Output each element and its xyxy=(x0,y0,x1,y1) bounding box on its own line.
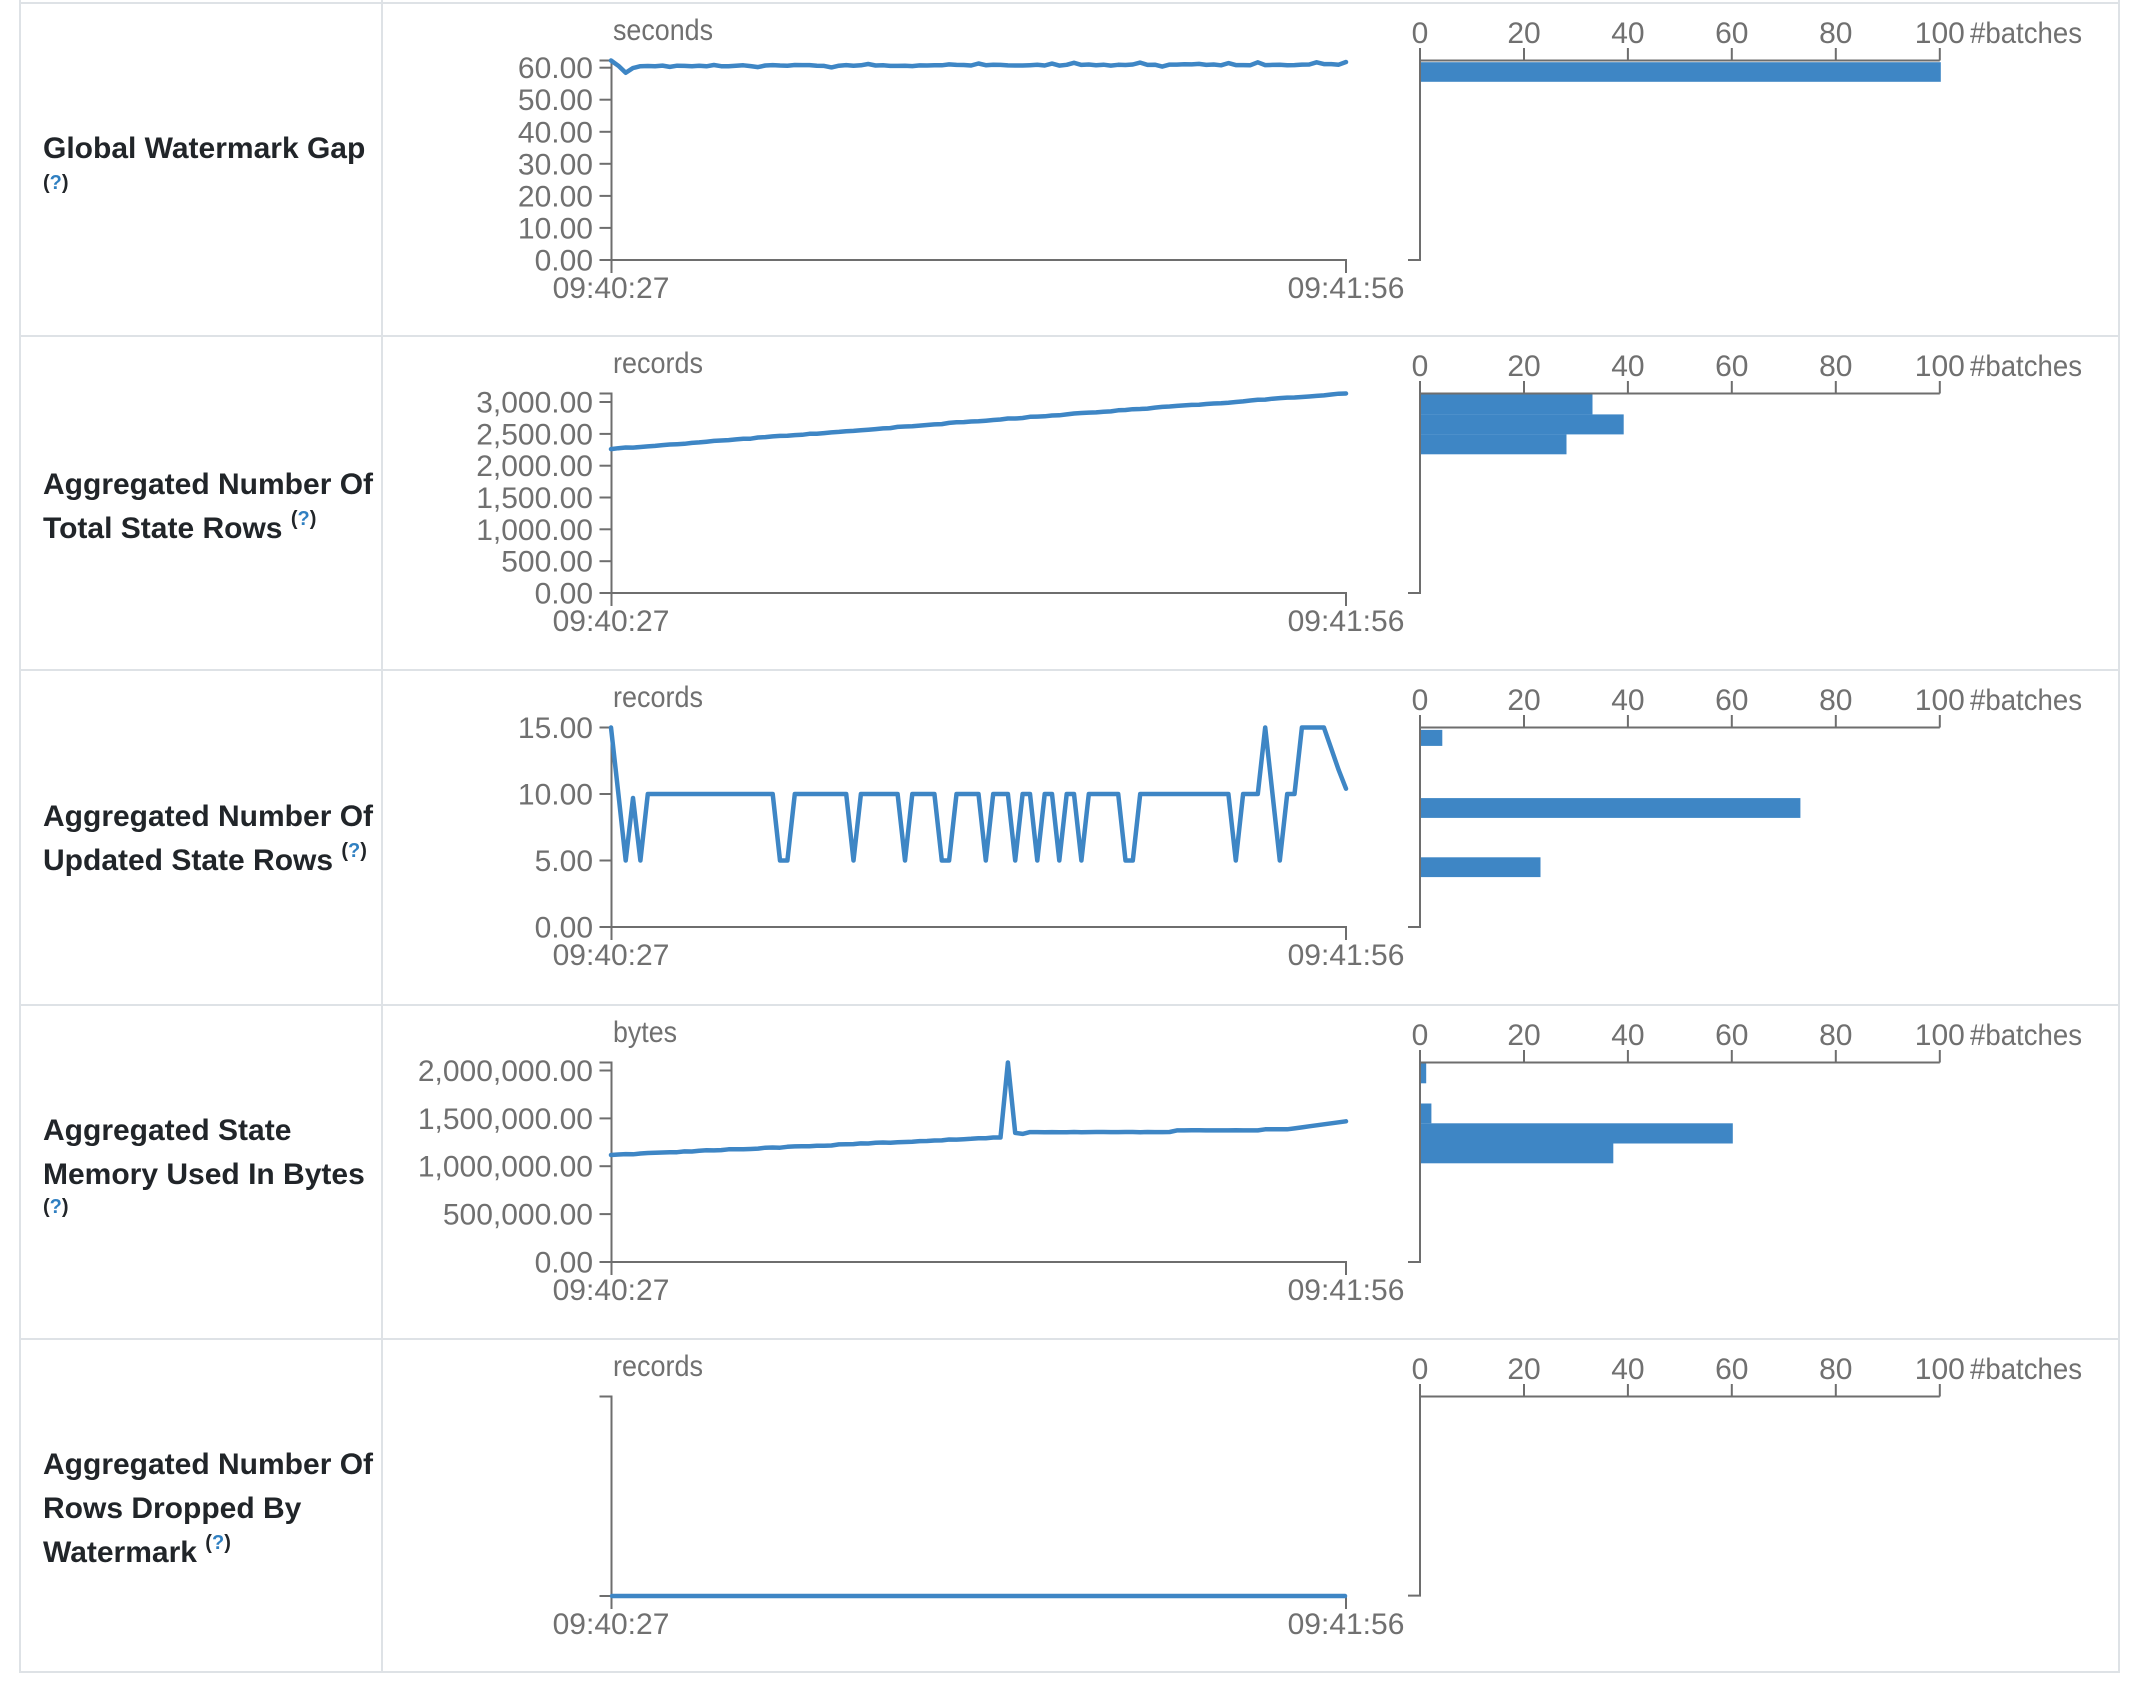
svg-text:#batches: #batches xyxy=(1970,1353,2082,1386)
svg-text:60: 60 xyxy=(1715,350,1748,383)
svg-text:#batches: #batches xyxy=(1970,1019,2082,1052)
svg-text:0.00: 0.00 xyxy=(535,245,593,278)
svg-text:2,000,000.00: 2,000,000.00 xyxy=(418,1055,593,1088)
svg-text:#batches: #batches xyxy=(1970,684,2082,717)
svg-text:10.00: 10.00 xyxy=(518,779,593,812)
svg-text:40: 40 xyxy=(1611,1019,1644,1052)
svg-text:60: 60 xyxy=(1715,17,1748,50)
svg-text:2,000.00: 2,000.00 xyxy=(476,450,593,483)
svg-text:records: records xyxy=(613,1350,703,1383)
svg-text:0: 0 xyxy=(1412,350,1429,383)
svg-text:80: 80 xyxy=(1819,350,1852,383)
svg-text:60: 60 xyxy=(1715,1019,1748,1052)
svg-text:20: 20 xyxy=(1507,1353,1540,1386)
svg-text:500.00: 500.00 xyxy=(501,546,593,579)
svg-text:09:40:27: 09:40:27 xyxy=(553,939,670,972)
svg-text:60: 60 xyxy=(1715,1353,1748,1386)
svg-text:09:40:27: 09:40:27 xyxy=(553,1608,670,1641)
svg-text:0.00: 0.00 xyxy=(535,912,593,945)
svg-text:100: 100 xyxy=(1915,684,1965,717)
svg-text:100: 100 xyxy=(1915,1019,1965,1052)
svg-text:#batches: #batches xyxy=(1970,17,2082,50)
svg-text:bytes: bytes xyxy=(613,1016,677,1049)
svg-text:records: records xyxy=(613,681,703,714)
svg-text:09:41:56: 09:41:56 xyxy=(1288,1608,1405,1641)
svg-text:50.00: 50.00 xyxy=(518,84,593,117)
svg-text:40: 40 xyxy=(1611,350,1644,383)
svg-text:09:41:56: 09:41:56 xyxy=(1288,939,1405,972)
svg-text:1,500,000.00: 1,500,000.00 xyxy=(418,1102,593,1135)
svg-text:#batches: #batches xyxy=(1970,350,2082,383)
svg-text:20: 20 xyxy=(1507,350,1540,383)
svg-text:09:40:27: 09:40:27 xyxy=(553,1274,670,1307)
svg-text:100: 100 xyxy=(1915,17,1965,50)
svg-text:100: 100 xyxy=(1915,1353,1965,1386)
svg-text:1,500.00: 1,500.00 xyxy=(476,482,593,515)
svg-text:0: 0 xyxy=(1412,17,1429,50)
svg-text:80: 80 xyxy=(1819,684,1852,717)
svg-text:records: records xyxy=(613,347,703,380)
svg-text:0: 0 xyxy=(1412,1353,1429,1386)
svg-text:500,000.00: 500,000.00 xyxy=(443,1198,593,1231)
svg-text:100: 100 xyxy=(1915,350,1965,383)
svg-text:60: 60 xyxy=(1715,684,1748,717)
svg-text:80: 80 xyxy=(1819,1353,1852,1386)
svg-text:3,000.00: 3,000.00 xyxy=(476,387,593,420)
svg-text:15.00: 15.00 xyxy=(518,712,593,745)
svg-text:10.00: 10.00 xyxy=(518,212,593,245)
svg-text:40: 40 xyxy=(1611,17,1644,50)
svg-text:1,000.00: 1,000.00 xyxy=(476,514,593,547)
svg-text:09:41:56: 09:41:56 xyxy=(1288,1274,1405,1307)
svg-text:0: 0 xyxy=(1412,684,1429,717)
svg-text:80: 80 xyxy=(1819,1019,1852,1052)
svg-text:80: 80 xyxy=(1819,17,1852,50)
svg-text:30.00: 30.00 xyxy=(518,148,593,181)
svg-text:20: 20 xyxy=(1507,17,1540,50)
svg-text:2,500.00: 2,500.00 xyxy=(476,418,593,451)
svg-text:20: 20 xyxy=(1507,1019,1540,1052)
svg-text:0: 0 xyxy=(1412,1019,1429,1052)
svg-text:20.00: 20.00 xyxy=(518,180,593,213)
svg-text:40: 40 xyxy=(1611,684,1644,717)
svg-text:20: 20 xyxy=(1507,684,1540,717)
svg-text:5.00: 5.00 xyxy=(535,845,593,878)
svg-text:60.00: 60.00 xyxy=(518,52,593,85)
svg-text:0.00: 0.00 xyxy=(535,578,593,611)
svg-text:09:40:27: 09:40:27 xyxy=(553,272,670,305)
svg-text:40: 40 xyxy=(1611,1353,1644,1386)
svg-text:40.00: 40.00 xyxy=(518,116,593,149)
svg-text:seconds: seconds xyxy=(613,14,713,47)
svg-text:1,000,000.00: 1,000,000.00 xyxy=(418,1150,593,1183)
svg-text:09:41:56: 09:41:56 xyxy=(1288,272,1405,305)
svg-text:0.00: 0.00 xyxy=(535,1246,593,1279)
svg-text:09:41:56: 09:41:56 xyxy=(1288,605,1405,638)
svg-text:09:40:27: 09:40:27 xyxy=(553,605,670,638)
